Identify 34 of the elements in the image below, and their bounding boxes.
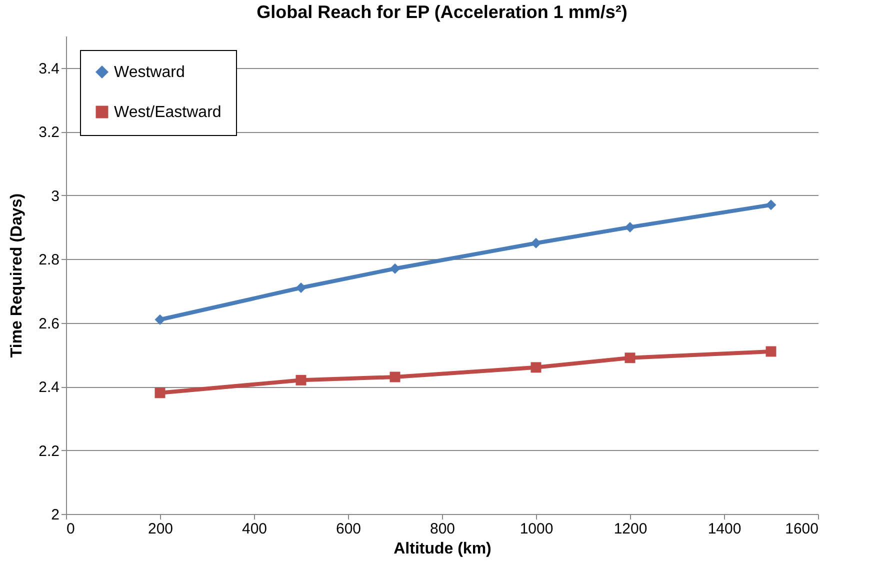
- chart-title: Global Reach for EP (Acceleration 1 mm/s²): [256, 2, 628, 22]
- point: [766, 346, 776, 357]
- point: [766, 200, 776, 210]
- x-tick-label: 1000: [520, 520, 554, 538]
- legend-label: Westward: [114, 64, 185, 81]
- x-tick-label: 200: [148, 520, 174, 538]
- y-tick-label: 3: [51, 188, 60, 205]
- y-tick-label: 2.6: [38, 315, 60, 332]
- x-tick-label: 800: [430, 520, 456, 538]
- point: [624, 222, 636, 232]
- point: [154, 388, 166, 398]
- x-tick-label: 0: [66, 520, 75, 538]
- x-tick-label: 1600: [785, 520, 818, 538]
- y-tick-label: 2.2: [38, 442, 60, 460]
- x-tick-label: 1200: [614, 520, 648, 538]
- point: [390, 263, 400, 274]
- point: [154, 314, 166, 325]
- y-tick-label: 2.8: [38, 252, 60, 269]
- x-tick-label: 600: [336, 520, 362, 538]
- y-axis-title: Time Required (Days): [8, 193, 26, 358]
- point: [624, 352, 636, 364]
- point: [296, 374, 306, 386]
- point: [530, 362, 542, 373]
- y-tick-label: 3.4: [38, 60, 60, 78]
- y-tick-label: 2.4: [38, 379, 60, 396]
- point: [390, 372, 400, 382]
- x-tick-label: 400: [242, 520, 268, 538]
- y-tick-label: 3.2: [38, 124, 60, 142]
- legend-label: West/Eastward: [114, 104, 222, 121]
- x-axis-title: Altitude (km): [394, 540, 492, 558]
- y-tick-label: 2: [51, 506, 60, 524]
- x-tick-label: 1400: [708, 520, 742, 538]
- point: [530, 238, 542, 248]
- point: [296, 282, 306, 293]
